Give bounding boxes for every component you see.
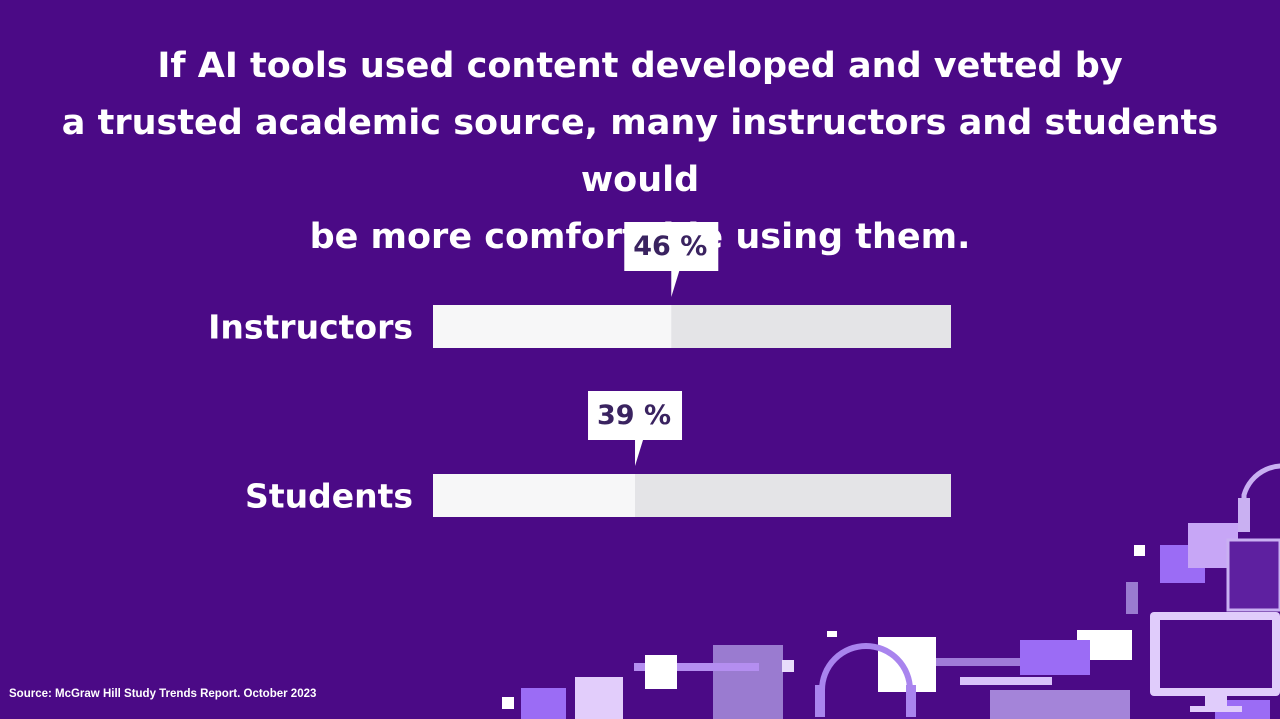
value-callout-students — [588, 391, 683, 466]
bar-row-students: Students 39 % — [245, 391, 951, 517]
monitor-icon — [1150, 612, 1280, 712]
bar-instructors — [433, 305, 672, 348]
decorative-shapes — [502, 523, 1270, 719]
headphones-icon — [815, 643, 916, 717]
value-callout-instructors — [624, 222, 719, 297]
source-note: Source: McGraw Hill Study Trends Report.… — [9, 688, 317, 700]
decorative-panel — [1226, 538, 1280, 612]
category-label-students: Students — [245, 477, 413, 516]
bar-students — [433, 474, 636, 517]
category-label-instructors: Instructors — [208, 308, 413, 347]
headphones-icon-right — [1238, 463, 1280, 532]
data-label-students: 39 % — [597, 400, 671, 431]
chart-title-line-2: a trusted academic source, many instruct… — [61, 103, 1219, 200]
data-label-instructors: 46 % — [633, 231, 707, 262]
bar-row-instructors: Instructors 46 % — [208, 222, 951, 348]
chart-title-line-1: If AI tools used content developed and v… — [157, 46, 1123, 86]
